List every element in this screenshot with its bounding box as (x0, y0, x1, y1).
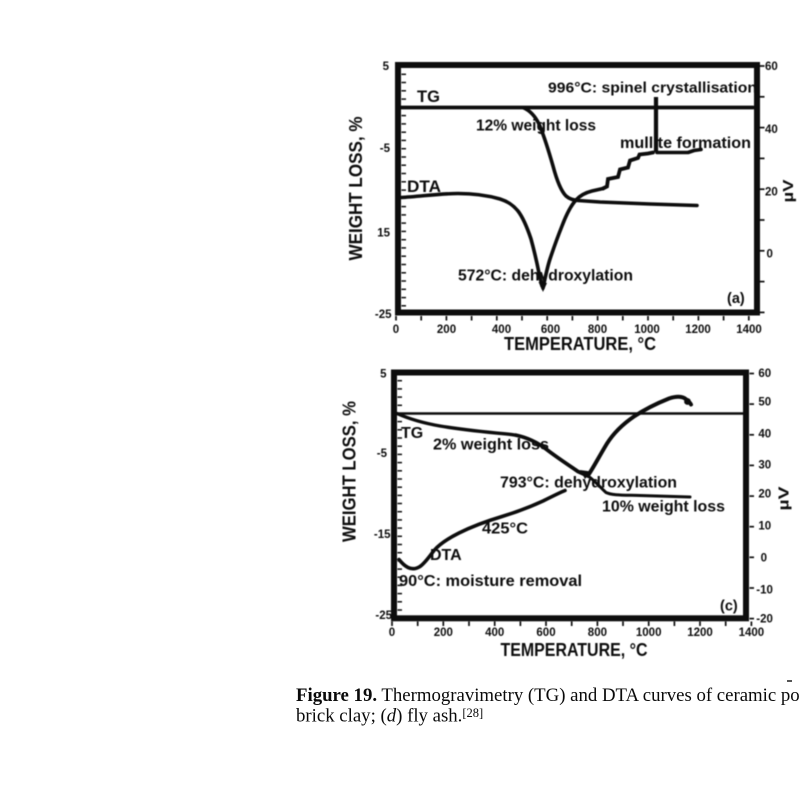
svg-text:DTA: DTA (430, 547, 462, 564)
svg-text:5: 5 (380, 369, 387, 381)
svg-text:5: 5 (383, 61, 390, 73)
svg-text:(c): (c) (720, 599, 738, 615)
svg-text:200: 200 (434, 627, 453, 639)
svg-text:1200: 1200 (685, 324, 711, 336)
svg-text:2% weight loss: 2% weight loss (433, 437, 549, 454)
svg-text:400: 400 (485, 627, 504, 639)
svg-text:400: 400 (492, 324, 511, 336)
svg-text:-5: -5 (377, 448, 388, 460)
svg-text:12% weight loss: 12% weight loss (476, 118, 596, 135)
svg-text:-20: -20 (756, 614, 773, 626)
svg-text:800: 800 (588, 324, 607, 336)
svg-text:0: 0 (761, 553, 767, 565)
svg-text:425°C: 425°C (482, 521, 528, 538)
svg-text:TG: TG (401, 425, 423, 442)
svg-text:-10: -10 (756, 585, 773, 597)
svg-text:60: 60 (758, 368, 771, 380)
svg-text:1200: 1200 (687, 627, 713, 639)
svg-text:WEIGHT LOSS, %: WEIGHT LOSS, % (346, 117, 366, 261)
svg-text:1400: 1400 (736, 324, 762, 336)
svg-text:20: 20 (758, 489, 771, 501)
svg-text:996°C: spinel crystallisation: 996°C: spinel crystallisation (548, 80, 757, 97)
svg-text:1000: 1000 (634, 324, 660, 336)
svg-text:50: 50 (758, 396, 771, 408)
svg-text:TEMPERATURE, °C: TEMPERATURE, °C (504, 334, 656, 354)
svg-text:µV: µV (780, 180, 797, 203)
svg-text:90°C: moisture removal: 90°C: moisture removal (399, 573, 582, 590)
svg-text:TG: TG (417, 88, 440, 106)
svg-text:800: 800 (588, 627, 607, 639)
svg-text:40: 40 (765, 124, 778, 136)
svg-text:0: 0 (767, 249, 773, 261)
svg-text:WEIGHT LOSS, %: WEIGHT LOSS, % (340, 401, 360, 542)
svg-text:0: 0 (393, 324, 399, 336)
svg-text:(a): (a) (727, 291, 745, 307)
svg-text:793°C: dehydroxylation: 793°C: dehydroxylation (500, 475, 677, 492)
svg-text:mullite formation: mullite formation (620, 135, 751, 152)
svg-text:10: 10 (758, 521, 771, 533)
svg-text:TEMPERATURE, °C: TEMPERATURE, °C (501, 640, 648, 660)
svg-text:DTA: DTA (407, 178, 441, 196)
svg-text:-25: -25 (375, 309, 392, 321)
svg-text:30: 30 (758, 459, 771, 471)
svg-text:1400: 1400 (739, 627, 765, 639)
svg-text:572°C: dehydroxylation: 572°C: dehydroxylation (458, 268, 633, 285)
svg-text:200: 200 (437, 324, 456, 336)
svg-text:1000: 1000 (636, 627, 662, 639)
svg-text:15: 15 (377, 228, 390, 240)
svg-text:60: 60 (765, 61, 778, 73)
svg-text:µV: µV (776, 487, 793, 511)
svg-text:-5: -5 (380, 143, 391, 155)
svg-text:10% weight loss: 10% weight loss (602, 499, 725, 516)
svg-text:40: 40 (758, 428, 771, 440)
svg-text:0: 0 (389, 627, 395, 639)
svg-text:-15: -15 (374, 529, 391, 541)
svg-text:20: 20 (765, 187, 778, 199)
svg-text:600: 600 (541, 324, 560, 336)
svg-text:-25: -25 (375, 610, 392, 622)
svg-text:600: 600 (536, 627, 555, 639)
